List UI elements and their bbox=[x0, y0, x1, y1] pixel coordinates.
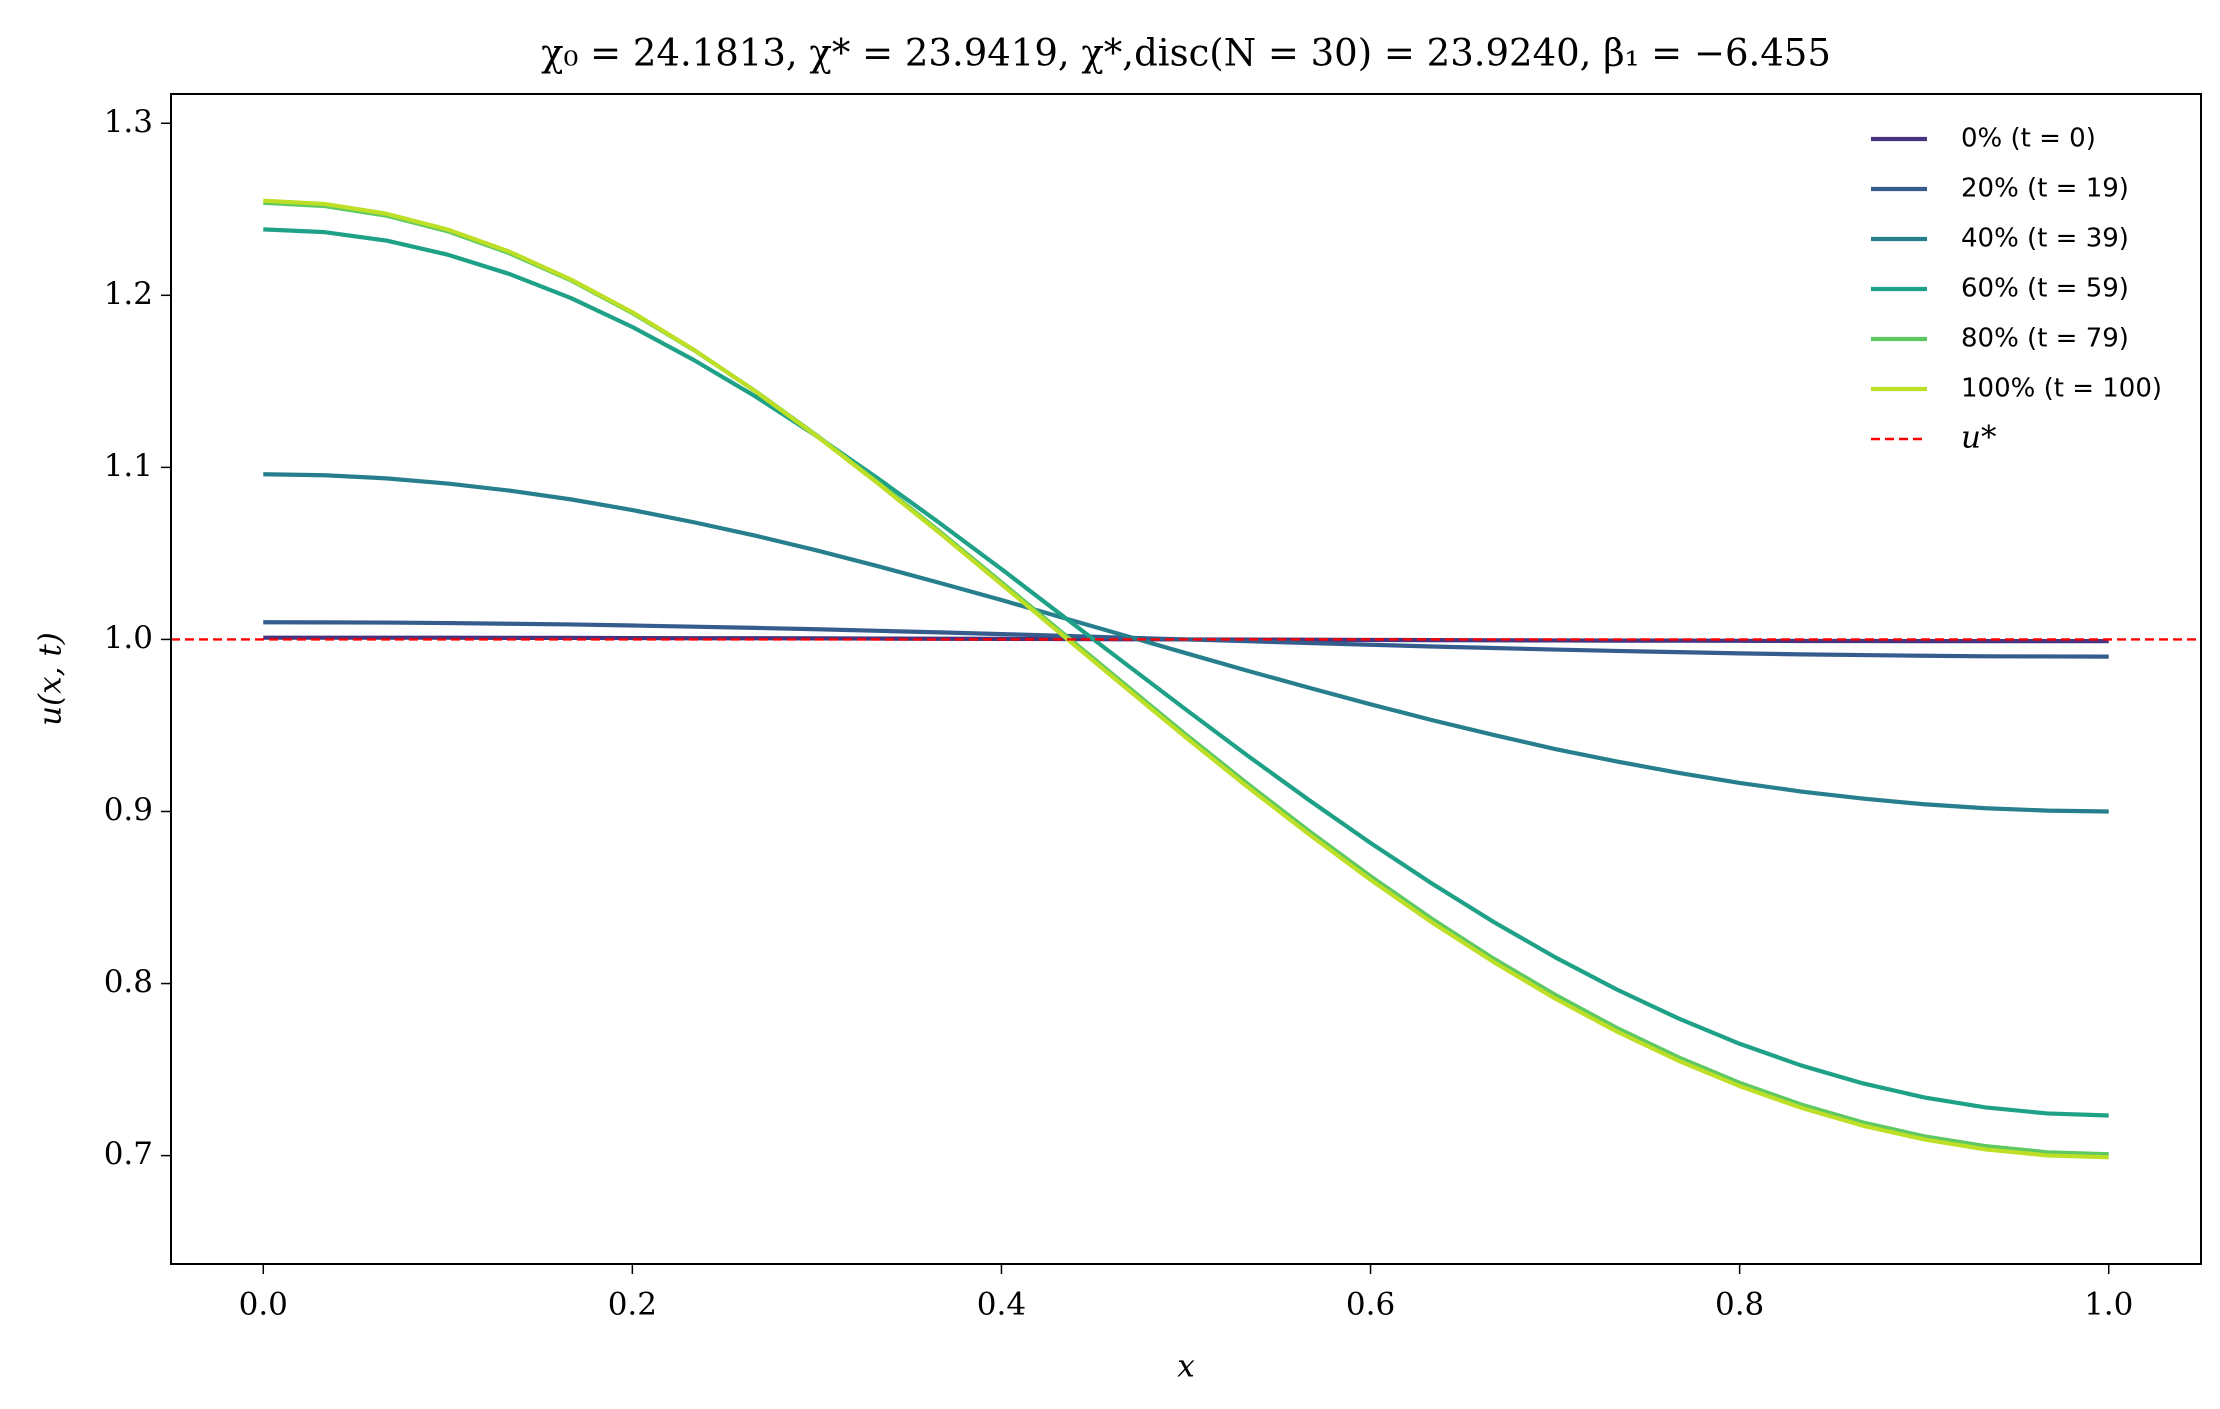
legend-label: 80% (t = 79) bbox=[1961, 324, 2129, 354]
x-tick-label: 0.6 bbox=[1346, 1287, 1395, 1323]
y-tick-label: 0.9 bbox=[104, 792, 153, 828]
series-line bbox=[263, 198, 2109, 1160]
legend-label: 100% (t = 100) bbox=[1961, 374, 2162, 404]
chart-title: χ₀ = 24.1813, χ* = 23.9419, χ*,disc(N = … bbox=[541, 32, 1831, 75]
x-tick-label: 0.4 bbox=[977, 1287, 1026, 1323]
legend-label: 0% (t = 0) bbox=[1961, 124, 2096, 154]
series-line bbox=[263, 472, 2109, 814]
x-tick-label: 0.2 bbox=[608, 1287, 657, 1323]
x-tick-label: 0.8 bbox=[1715, 1287, 1764, 1323]
x-tick-label: 0.0 bbox=[239, 1287, 288, 1323]
y-tick-label: 0.8 bbox=[104, 964, 153, 1000]
axes-frame bbox=[170, 93, 2202, 1265]
series-line bbox=[263, 200, 2109, 1157]
y-axis-label: u(x, t) bbox=[33, 632, 69, 726]
y-tick-label: 1.1 bbox=[104, 448, 153, 484]
legend-label: 20% (t = 19) bbox=[1961, 174, 2129, 204]
legend-label: 60% (t = 59) bbox=[1961, 274, 2129, 304]
y-tick-label: 1.0 bbox=[104, 620, 153, 656]
y-tick-label: 1.3 bbox=[104, 104, 153, 140]
x-tick-label: 1.0 bbox=[2084, 1287, 2133, 1323]
legend-label: u* bbox=[1961, 420, 1996, 456]
series-line bbox=[263, 227, 2109, 1118]
legend-label: 40% (t = 39) bbox=[1961, 224, 2129, 254]
x-axis-label: x bbox=[1177, 1349, 1195, 1385]
y-tick-label: 1.2 bbox=[104, 276, 153, 312]
y-tick-label: 0.7 bbox=[104, 1136, 153, 1172]
